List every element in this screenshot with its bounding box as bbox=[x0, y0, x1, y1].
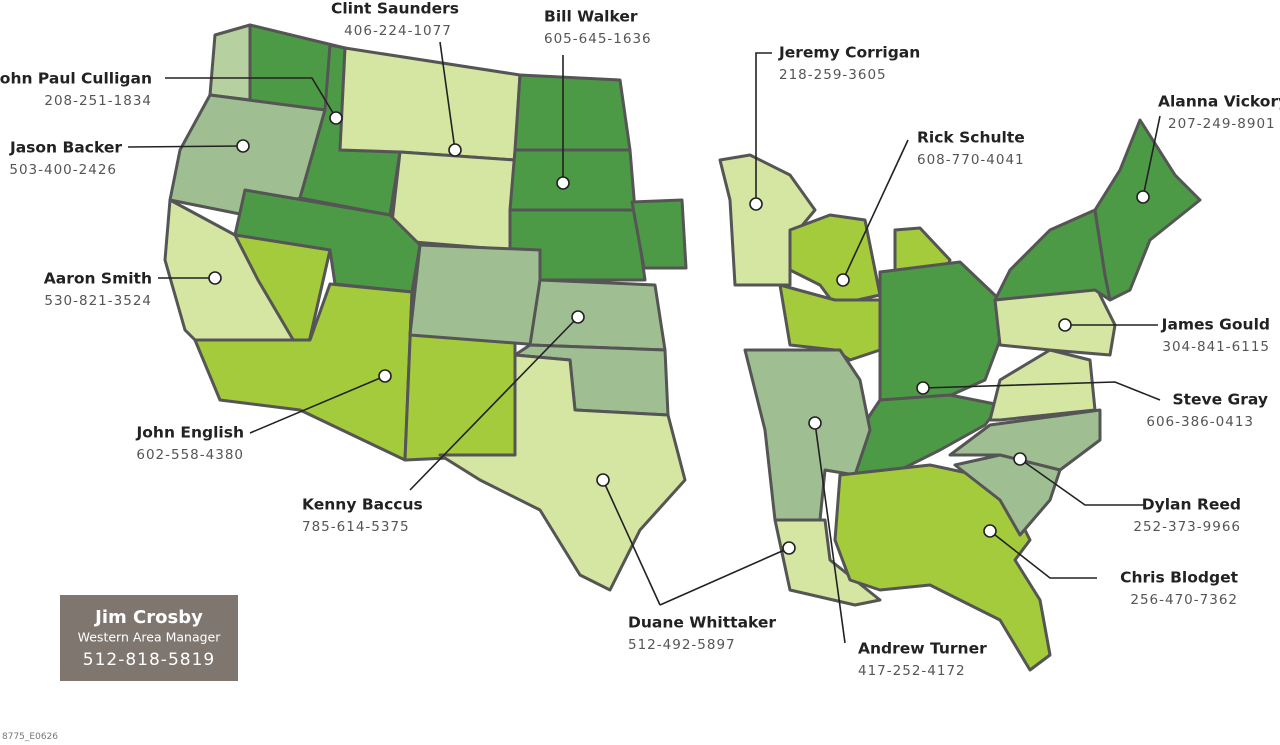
manager-phone: 512-818-5819 bbox=[83, 650, 215, 670]
location-pin bbox=[983, 524, 997, 538]
rep-phone: 304-841-6115 bbox=[1162, 339, 1270, 355]
location-pin bbox=[808, 416, 822, 430]
state bbox=[208, 23, 252, 102]
leader-line bbox=[1019, 458, 1145, 506]
rep-phone: 602-558-4380 bbox=[136, 447, 244, 463]
location-pin bbox=[596, 473, 610, 487]
state bbox=[408, 243, 542, 347]
state bbox=[743, 348, 872, 522]
rep-phone: 406-224-1077 bbox=[344, 23, 452, 39]
state bbox=[513, 73, 632, 152]
leader-line bbox=[165, 77, 337, 119]
rep-name: Clint Saunders bbox=[331, 0, 459, 18]
rep-name: Jason Backer bbox=[9, 139, 122, 157]
rep-phone: 503-400-2426 bbox=[9, 162, 117, 178]
rep-name: Steve Gray bbox=[1172, 391, 1268, 409]
location-pin bbox=[378, 369, 392, 383]
location-pin bbox=[236, 139, 250, 153]
state bbox=[528, 278, 667, 352]
rep-phone: 608-770-4041 bbox=[917, 152, 1025, 168]
rep-name: Aaron Smith bbox=[44, 270, 152, 288]
rep-name: Rick Schulte bbox=[917, 129, 1025, 147]
rep-phone: 605-645-1636 bbox=[544, 31, 652, 47]
location-pin bbox=[916, 381, 930, 395]
location-pin bbox=[836, 273, 850, 287]
rep-phone: 512-492-5897 bbox=[628, 637, 736, 653]
state bbox=[953, 453, 1062, 537]
rep-phone: 256-470-7362 bbox=[1130, 592, 1238, 608]
leader-line bbox=[755, 52, 772, 204]
location-pin bbox=[782, 541, 796, 555]
leader-line bbox=[602, 479, 661, 606]
state bbox=[778, 283, 882, 362]
rep-name: Alanna Vickory bbox=[1158, 93, 1280, 111]
rep-name: Kenny Baccus bbox=[302, 496, 423, 514]
state bbox=[508, 148, 637, 212]
state bbox=[878, 260, 1002, 402]
location-pin bbox=[329, 111, 343, 125]
leader-line bbox=[409, 316, 579, 491]
location-pin bbox=[1136, 190, 1150, 204]
leader-line bbox=[814, 422, 846, 644]
leader-line bbox=[659, 547, 790, 606]
location-pin bbox=[448, 143, 462, 157]
rep-name: Jeremy Corrigan bbox=[778, 44, 920, 62]
state bbox=[438, 353, 687, 592]
labels: Clint Saunders 406-224-1077 Bill Walker 605… bbox=[0, 0, 1280, 679]
rep-phone: 606-386-0413 bbox=[1146, 414, 1254, 430]
rep-phone: 530-821-3524 bbox=[44, 293, 152, 309]
location-pin bbox=[1058, 318, 1072, 332]
rep-phone: 208-251-1834 bbox=[44, 93, 152, 109]
rep-name: John Paul Culligan bbox=[0, 70, 152, 88]
location-pin bbox=[1013, 452, 1027, 466]
states bbox=[163, 23, 1202, 672]
rep-name: Duane Whittaker bbox=[628, 614, 776, 632]
rep-name: Chris Blodget bbox=[1120, 569, 1238, 587]
rep-name: James Gould bbox=[1161, 316, 1270, 334]
rep-phone: 417-252-4172 bbox=[858, 663, 966, 679]
rep-phone: 218-259-3605 bbox=[779, 67, 887, 83]
figure-code: 8775_E0626 bbox=[2, 732, 58, 742]
leader-line bbox=[922, 381, 1161, 401]
rep-name: John English bbox=[136, 424, 245, 442]
state bbox=[993, 208, 1112, 302]
rep-name: Bill Walker bbox=[544, 8, 638, 26]
rep-phone: 252-373-9966 bbox=[1133, 519, 1241, 535]
manager-box bbox=[60, 595, 238, 681]
state bbox=[1093, 118, 1202, 302]
location-pin bbox=[556, 176, 570, 190]
state bbox=[773, 518, 882, 607]
leader-line bbox=[127, 145, 244, 148]
location-pin bbox=[571, 310, 585, 324]
location-pin bbox=[208, 271, 222, 285]
leader-line bbox=[842, 139, 909, 281]
rep-name: Andrew Turner bbox=[858, 640, 987, 658]
state bbox=[630, 198, 688, 270]
state bbox=[338, 46, 522, 162]
location-pin bbox=[749, 197, 763, 211]
leaders bbox=[127, 41, 1161, 644]
rep-name: Dylan Reed bbox=[1142, 496, 1241, 514]
manager-title: Western Area Manager bbox=[78, 630, 222, 645]
leader-line bbox=[439, 41, 456, 151]
rep-phone: 785-614-5375 bbox=[302, 519, 410, 535]
rep-phone: 207-249-8901 bbox=[1168, 116, 1276, 132]
leader-line bbox=[249, 375, 386, 434]
leader-line bbox=[1142, 115, 1161, 198]
manager-name: Jim Crosby bbox=[93, 607, 203, 628]
leader-line bbox=[989, 530, 1097, 579]
